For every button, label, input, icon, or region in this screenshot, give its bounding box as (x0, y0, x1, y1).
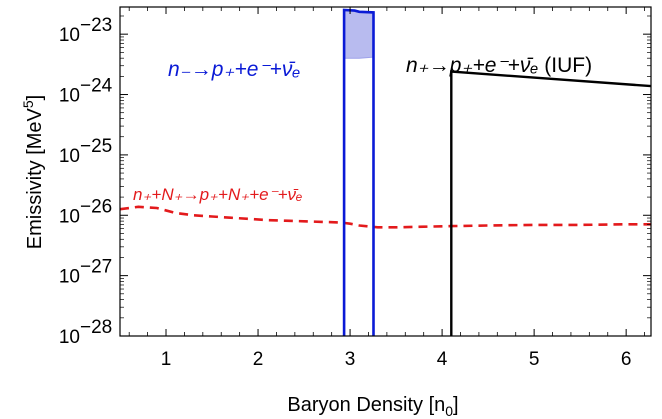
y-axis-label: Emissivity [MeV5] (20, 95, 46, 249)
annotation-black: n₊→p₊+e⁻+ν̄ₑ (IUF) (406, 54, 592, 77)
series-blue-band-lower (344, 56, 374, 59)
x-tick-label-0: 1 (161, 349, 172, 370)
y-tick-label-2: 10 (59, 206, 80, 227)
y-tick-label-1: 10 (59, 267, 80, 288)
y-axis-label-main: Emissivity [MeV (24, 107, 46, 249)
annotation-blue: n₋→p₊+e⁻+ν̄ₑ (168, 58, 300, 81)
series-black (450, 70, 651, 336)
y-tick-label-4: 10 (59, 86, 80, 107)
y-tick-exp-1: −27 (80, 257, 112, 278)
x-axis-label-sub: 0 (445, 403, 453, 419)
y-tick-exp-4: −24 (80, 76, 113, 97)
x-axis-label-main: Baryon Density [n (287, 394, 445, 416)
annotation-red-text: n₊+N₊→p₊+N₊+e⁻+ν̄ₑ (133, 185, 303, 204)
y-tick-exp-2: −26 (80, 196, 112, 217)
x-tick-label-3: 4 (437, 349, 448, 370)
y-tick-exp-3: −25 (80, 136, 112, 157)
x-tick-label-5: 6 (621, 349, 632, 370)
series-layer (120, 8, 651, 336)
series-red-dashed (120, 205, 651, 229)
y-tick-exp-5: −23 (80, 15, 112, 36)
y-tick-label-3: 10 (59, 146, 80, 167)
y-tick-label-5: 10 (59, 25, 80, 46)
series-blue-band-fill (344, 10, 374, 59)
x-tick-label-2: 3 (345, 349, 356, 370)
annotation-black-text: n₊→p₊+e⁻+ν̄ₑ (406, 54, 538, 77)
plot-frame (119, 6, 652, 337)
y-axis-label-sup: 5 (20, 100, 36, 108)
series-group (120, 8, 651, 336)
annotation-blue-text: n₋→p₊+e⁻+ν̄ₑ (168, 58, 300, 81)
annotation-red: n₊+N₊→p₊+N₊+e⁻+ν̄ₑ (133, 185, 303, 204)
x-axis-label: Baryon Density [n0] (287, 394, 458, 419)
y-tick-exp-0: −28 (80, 317, 112, 338)
x-axis-label-end: ] (453, 394, 459, 416)
y-tick-label-0: 10 (59, 327, 80, 348)
series-blue-outline (342, 8, 375, 336)
x-tick-label-1: 2 (253, 349, 264, 370)
x-tick-label-4: 5 (529, 349, 540, 370)
y-axis-label-end: ] (24, 95, 46, 101)
annotation-black-suffix: (IUF) (538, 54, 592, 77)
